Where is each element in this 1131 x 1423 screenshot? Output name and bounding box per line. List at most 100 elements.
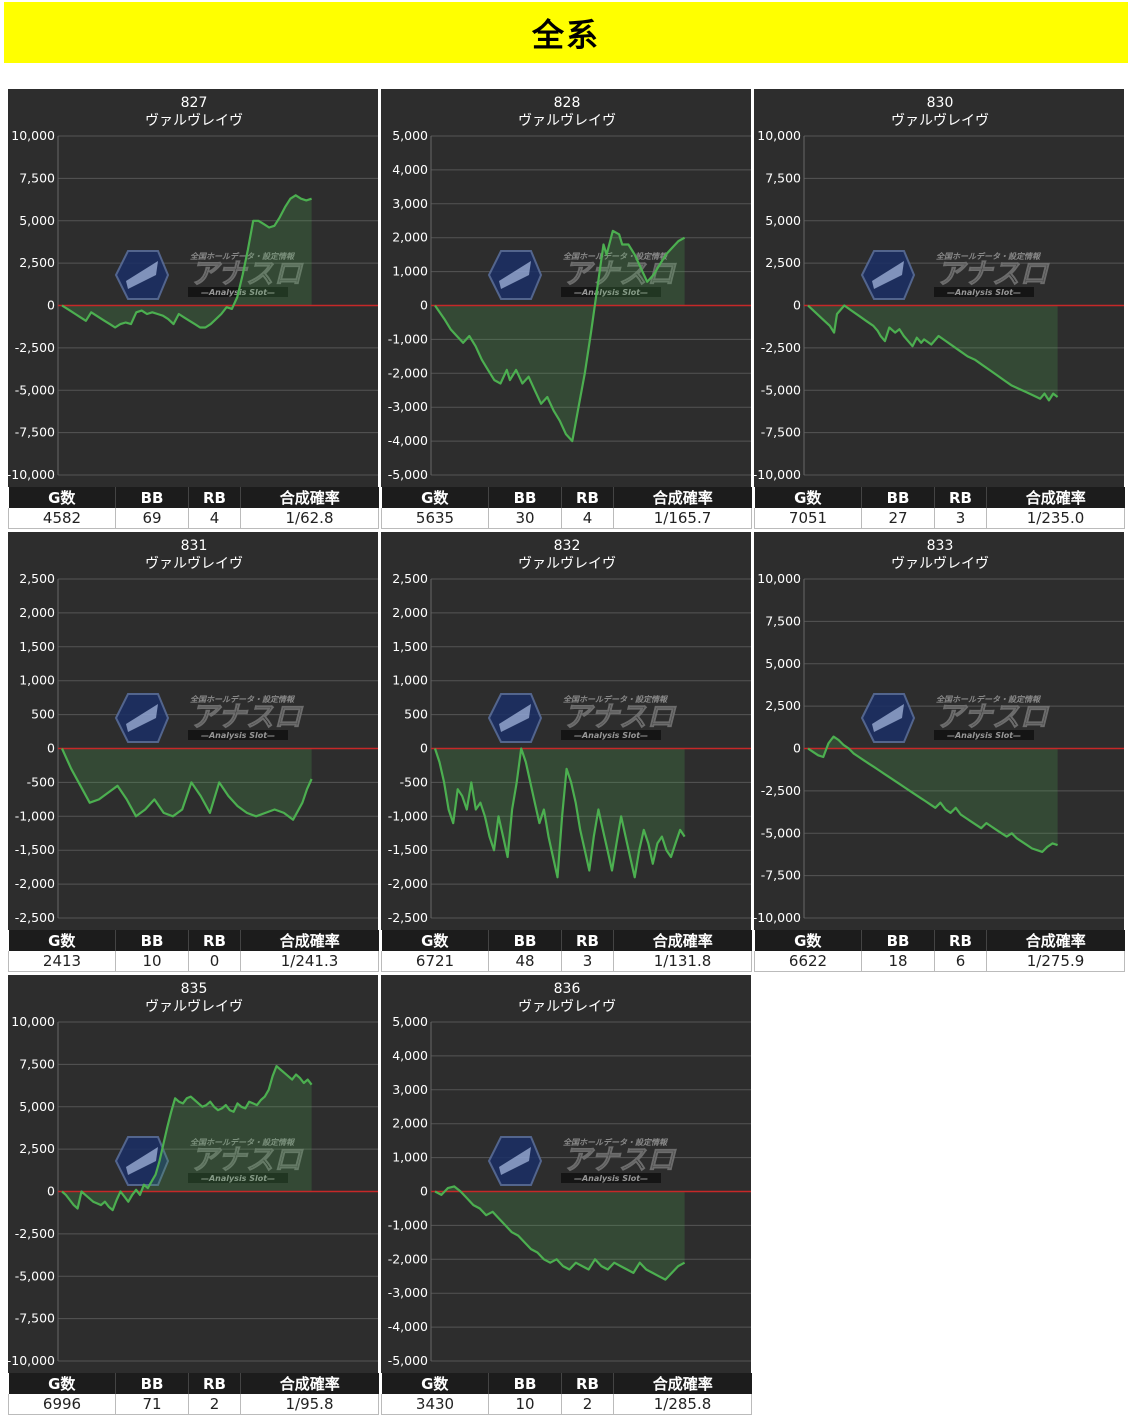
y-tick-label: -10,000 — [8, 467, 55, 482]
series-line — [434, 229, 686, 443]
watermark-tagline: 全国ホールデータ・設定情報 — [563, 251, 669, 261]
stats-header-row: G数 BB RB 合成確率 — [754, 930, 1125, 951]
y-tick-label: 500 — [31, 707, 55, 722]
value-bb: 30 — [488, 508, 562, 529]
stats-table: G数 BB RB 合成確率 4582 69 4 1/62.8 — [8, 487, 379, 529]
stats-value-row: 6721 48 3 1/131.8 — [381, 951, 752, 972]
y-tick-label: 7,500 — [765, 170, 801, 185]
y-tick-label: -2,500 — [761, 783, 801, 798]
y-tick-label: 0 — [793, 741, 801, 756]
value-bb: 71 — [115, 1394, 189, 1415]
chart-card: 836 ヴァルヴレイヴ 5,000 4,000 3,000 2,000 1,000 0 -1,0… — [381, 975, 752, 1415]
stats-table: G数 BB RB 合成確率 2413 10 0 1/241.3 — [8, 930, 379, 972]
header-rb: RB — [561, 487, 614, 508]
header-bb: BB — [488, 1373, 562, 1394]
y-tick-label: 7,500 — [765, 613, 801, 628]
series-area-fill — [808, 305, 1058, 401]
y-tick-label: -1,000 — [388, 1217, 428, 1232]
y-tick-label: 2,500 — [19, 571, 55, 586]
stats-header-row: G数 BB RB 合成確率 — [381, 930, 752, 951]
value-rb: 6 — [934, 951, 987, 972]
y-tick-label: -2,500 — [761, 340, 801, 355]
stats-table: G数 BB RB 合成確率 6622 18 6 1/275.9 — [754, 930, 1125, 972]
value-games: 3430 — [381, 1394, 489, 1415]
stats-value-row: 6622 18 6 1/275.9 — [754, 951, 1125, 972]
value-rate: 1/62.8 — [240, 508, 379, 529]
watermark-tagline: 全国ホールデータ・設定情報 — [190, 1137, 296, 1147]
value-games: 2413 — [8, 951, 116, 972]
value-bb: 10 — [488, 1394, 562, 1415]
y-tick-label: 5,000 — [765, 213, 801, 228]
watermark-tagline: 全国ホールデータ・設定情報 — [190, 694, 296, 704]
watermark-sub: —Analysis Slot— — [574, 1174, 648, 1183]
header-rate: 合成確率 — [613, 487, 752, 508]
stats-table: G数 BB RB 合成確率 6721 48 3 1/131.8 — [381, 930, 752, 972]
header-games: G数 — [381, 930, 489, 951]
y-tick-label: 2,500 — [765, 698, 801, 713]
y-tick-label: 5,000 — [19, 1099, 55, 1114]
series-area-fill — [62, 195, 312, 328]
y-tick-label: -4,000 — [388, 1319, 428, 1334]
series-line — [61, 194, 312, 329]
value-rb: 3 — [934, 508, 987, 529]
y-tick-label: -2,500 — [15, 1226, 55, 1241]
header-rate: 合成確率 — [240, 1373, 379, 1394]
y-tick-label: 2,000 — [392, 1116, 428, 1131]
y-tick-label: 1,000 — [19, 673, 55, 688]
stats-header-row: G数 BB RB 合成確率 — [8, 930, 379, 951]
y-tick-label: -10,000 — [8, 1353, 55, 1368]
watermark-sub: —Analysis Slot— — [574, 288, 648, 297]
value-bb: 48 — [488, 951, 562, 972]
chart-title: 836 — [554, 981, 581, 997]
stats-value-row: 5635 30 4 1/165.7 — [381, 508, 752, 529]
watermark-brand: アナスロ — [563, 700, 676, 733]
chart-subtitle: ヴァルヴレイヴ — [518, 998, 616, 1015]
y-tick-label: 1,000 — [392, 264, 428, 279]
series-line — [61, 1064, 313, 1212]
value-rate: 1/275.9 — [986, 951, 1125, 972]
y-tick-label: 7,500 — [19, 1056, 55, 1071]
series-area-fill — [435, 748, 685, 878]
y-tick-label: 0 — [420, 741, 428, 756]
chart-panel: 836 ヴァルヴレイヴ 5,000 4,000 3,000 2,000 1,000 0 -1,0… — [381, 975, 751, 1373]
chart-card: 833 ヴァルヴレイヴ 10,000 7,500 5,000 2,500 0 -2,500 -5… — [754, 532, 1125, 972]
header-rate: 合成確率 — [613, 1373, 752, 1394]
header-bb: BB — [115, 1373, 189, 1394]
y-tick-label: -7,500 — [761, 868, 801, 883]
y-tick-label: 4,000 — [392, 1048, 428, 1063]
watermark-tagline: 全国ホールデータ・設定情報 — [190, 251, 296, 261]
value-bb: 69 — [115, 508, 189, 529]
stats-value-row: 4582 69 4 1/62.8 — [8, 508, 379, 529]
chart-panel: 830 ヴァルヴレイヴ 10,000 7,500 5,000 2,500 0 -2,500 -5… — [754, 89, 1124, 487]
series-line — [433, 747, 686, 879]
y-tick-label: 0 — [420, 298, 428, 313]
watermark-brand: アナスロ — [936, 700, 1049, 733]
watermark-brand: アナスロ — [190, 700, 303, 733]
value-games: 7051 — [754, 508, 862, 529]
header-bb: BB — [861, 930, 935, 951]
y-tick-label: -2,000 — [388, 365, 428, 380]
chart-subtitle: ヴァルヴレイヴ — [145, 998, 243, 1015]
y-tick-label: -7,500 — [15, 425, 55, 440]
watermark-brand: アナスロ — [563, 257, 676, 290]
watermark-brand: アナスロ — [563, 1143, 676, 1176]
header-rate: 合成確率 — [240, 930, 379, 951]
y-tick-label: -1,000 — [388, 808, 428, 823]
y-tick-label: 5,000 — [392, 128, 428, 143]
y-tick-label: -5,000 — [388, 1353, 428, 1368]
value-bb: 18 — [861, 951, 935, 972]
value-rb: 2 — [561, 1394, 614, 1415]
y-tick-label: -2,500 — [15, 340, 55, 355]
value-rate: 1/285.8 — [613, 1394, 752, 1415]
y-tick-label: -5,000 — [15, 1268, 55, 1283]
y-tick-label: 2,000 — [392, 605, 428, 620]
header-games: G数 — [381, 1373, 489, 1394]
y-tick-label: 1,000 — [392, 1150, 428, 1165]
